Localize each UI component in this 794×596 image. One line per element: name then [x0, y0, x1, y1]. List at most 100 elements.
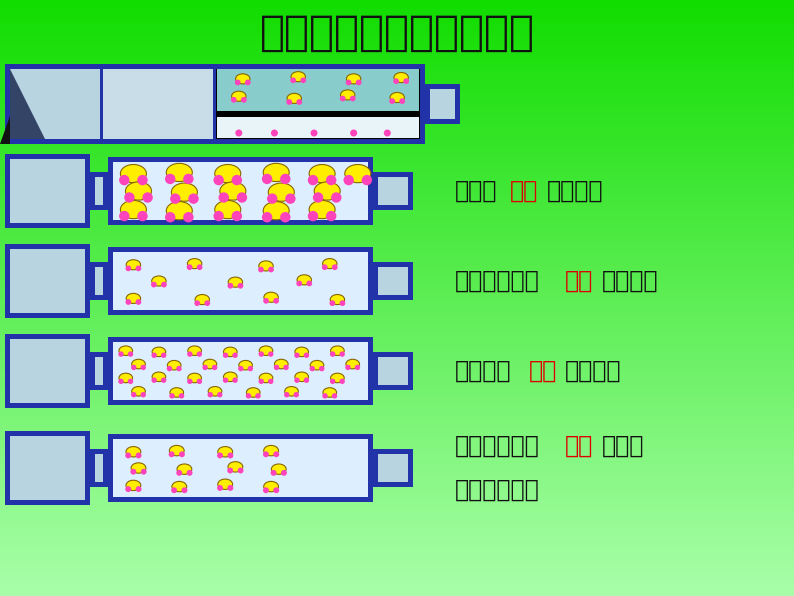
Circle shape [256, 393, 260, 399]
Bar [113, 439, 368, 497]
Ellipse shape [170, 388, 183, 397]
Bar [90, 262, 108, 300]
Bar [0, 262, 794, 266]
Circle shape [340, 352, 345, 357]
Circle shape [273, 488, 279, 493]
Circle shape [332, 264, 337, 270]
Bar [0, 119, 794, 123]
Bar [0, 19, 794, 24]
Circle shape [306, 281, 312, 286]
Ellipse shape [132, 359, 145, 369]
Circle shape [130, 468, 137, 474]
Circle shape [227, 283, 233, 288]
Bar [378, 177, 408, 204]
Ellipse shape [125, 182, 152, 200]
Circle shape [125, 452, 131, 458]
Bar [0, 345, 794, 350]
Bar [0, 51, 794, 55]
Ellipse shape [309, 164, 335, 183]
Bar [0, 302, 794, 306]
Bar [0, 123, 794, 127]
Circle shape [125, 265, 131, 271]
Circle shape [322, 264, 328, 270]
Ellipse shape [188, 373, 202, 383]
Circle shape [294, 392, 299, 398]
Circle shape [235, 80, 241, 85]
Ellipse shape [177, 464, 192, 474]
Circle shape [246, 393, 251, 399]
Bar [0, 87, 794, 91]
Ellipse shape [187, 259, 202, 269]
Circle shape [300, 77, 306, 83]
Bar [0, 309, 794, 314]
Circle shape [217, 485, 223, 491]
Text: 变多了？: 变多了？ [565, 359, 622, 383]
Text: 数目: 数目 [528, 359, 557, 383]
Ellipse shape [223, 372, 237, 381]
Bar [0, 103, 794, 107]
Ellipse shape [119, 346, 133, 355]
Bar [0, 583, 794, 588]
Circle shape [237, 193, 247, 203]
Bar [378, 357, 408, 384]
Circle shape [237, 468, 244, 473]
Bar [0, 452, 794, 457]
Circle shape [136, 265, 141, 271]
Ellipse shape [203, 359, 217, 369]
Ellipse shape [309, 200, 335, 219]
Bar [0, 325, 794, 330]
Ellipse shape [264, 482, 279, 492]
Circle shape [232, 211, 242, 221]
Bar [0, 131, 794, 135]
Bar [0, 79, 794, 83]
Bar [0, 206, 794, 210]
Circle shape [296, 281, 302, 286]
Circle shape [187, 378, 193, 384]
Bar [0, 329, 794, 334]
Bar [0, 99, 794, 103]
Circle shape [344, 175, 354, 185]
Circle shape [125, 299, 131, 305]
Bar [0, 218, 794, 222]
Bar [0, 317, 794, 322]
Bar [0, 257, 794, 262]
Bar [5, 334, 90, 408]
Bar [103, 69, 213, 139]
Bar [0, 440, 794, 445]
Circle shape [176, 366, 182, 371]
Circle shape [331, 193, 341, 203]
Circle shape [183, 212, 194, 222]
Bar [0, 55, 794, 60]
Circle shape [214, 175, 224, 185]
Bar [216, 69, 420, 139]
Circle shape [262, 212, 272, 222]
Circle shape [362, 175, 372, 185]
Bar [0, 369, 794, 374]
Circle shape [262, 174, 272, 184]
Circle shape [326, 175, 337, 185]
Circle shape [345, 365, 351, 370]
Circle shape [172, 488, 177, 493]
Circle shape [141, 392, 146, 398]
Bar [0, 126, 794, 131]
Circle shape [131, 365, 137, 370]
Bar [0, 23, 794, 28]
Circle shape [137, 175, 148, 185]
Circle shape [350, 129, 357, 136]
Bar [0, 516, 794, 520]
Bar [0, 560, 794, 564]
Bar [373, 352, 413, 390]
Bar [0, 572, 794, 576]
Circle shape [179, 451, 185, 457]
Text: 变大了？: 变大了？ [547, 179, 603, 203]
Circle shape [232, 175, 242, 185]
Circle shape [179, 393, 184, 399]
Circle shape [137, 211, 148, 221]
Bar [113, 252, 368, 310]
Circle shape [233, 377, 237, 383]
Bar [0, 293, 794, 298]
Circle shape [197, 378, 202, 384]
Circle shape [128, 352, 133, 357]
Bar [0, 405, 794, 409]
Bar [0, 142, 794, 147]
